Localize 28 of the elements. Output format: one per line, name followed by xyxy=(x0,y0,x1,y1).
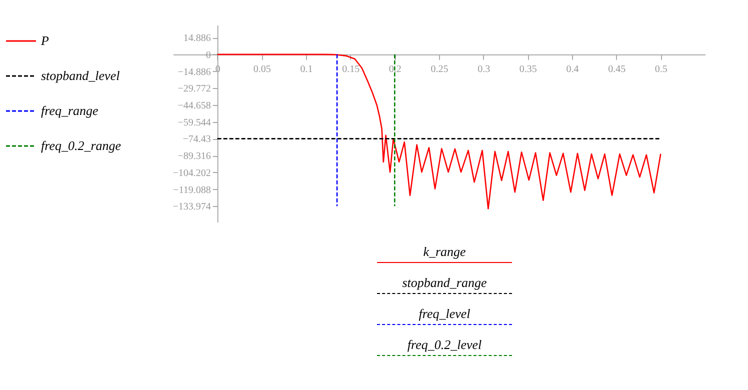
x-tick-label: 0.15 xyxy=(342,64,360,75)
y-tick-label: −119.088 xyxy=(173,184,211,196)
legend-label: freq_0.2_range xyxy=(41,138,122,153)
text: freq_0.2_level xyxy=(377,337,512,356)
y-tick-label: −59.544 xyxy=(178,117,211,128)
x-tick-label: 0.1 xyxy=(300,64,313,75)
y-tick-label: −14.886 xyxy=(178,66,211,78)
y-tick-label: −133.974 xyxy=(172,202,211,213)
y-tick-label: −104.202 xyxy=(172,168,211,179)
x-tick-label: 0.5 xyxy=(654,64,668,75)
legend-label: P xyxy=(40,33,49,48)
legend-label: stopband_level xyxy=(41,68,120,83)
y-tick-label: 14.886 xyxy=(183,33,211,44)
y-tick-label: −44.658 xyxy=(178,100,211,112)
x-tick-label: 0.4 xyxy=(566,64,579,75)
legend-label: freq_range xyxy=(41,103,99,118)
y-tick-label: −74.43 xyxy=(182,134,211,146)
y-tick-label: −29.772 xyxy=(178,84,211,95)
x-tick-label: 0.35 xyxy=(519,64,537,75)
x-tick-label: 0.2 xyxy=(388,64,402,75)
text: k_range xyxy=(377,244,512,263)
x-tick-label: 0.45 xyxy=(608,64,626,75)
x-tick-label: 0.05 xyxy=(253,64,271,75)
x-tick-label: 0.25 xyxy=(430,64,448,75)
text: freq_level xyxy=(377,306,512,325)
text: stopband_range xyxy=(377,275,512,294)
x-tick-label: 0.3 xyxy=(478,64,490,75)
y-tick-label: −89.316 xyxy=(178,151,211,162)
